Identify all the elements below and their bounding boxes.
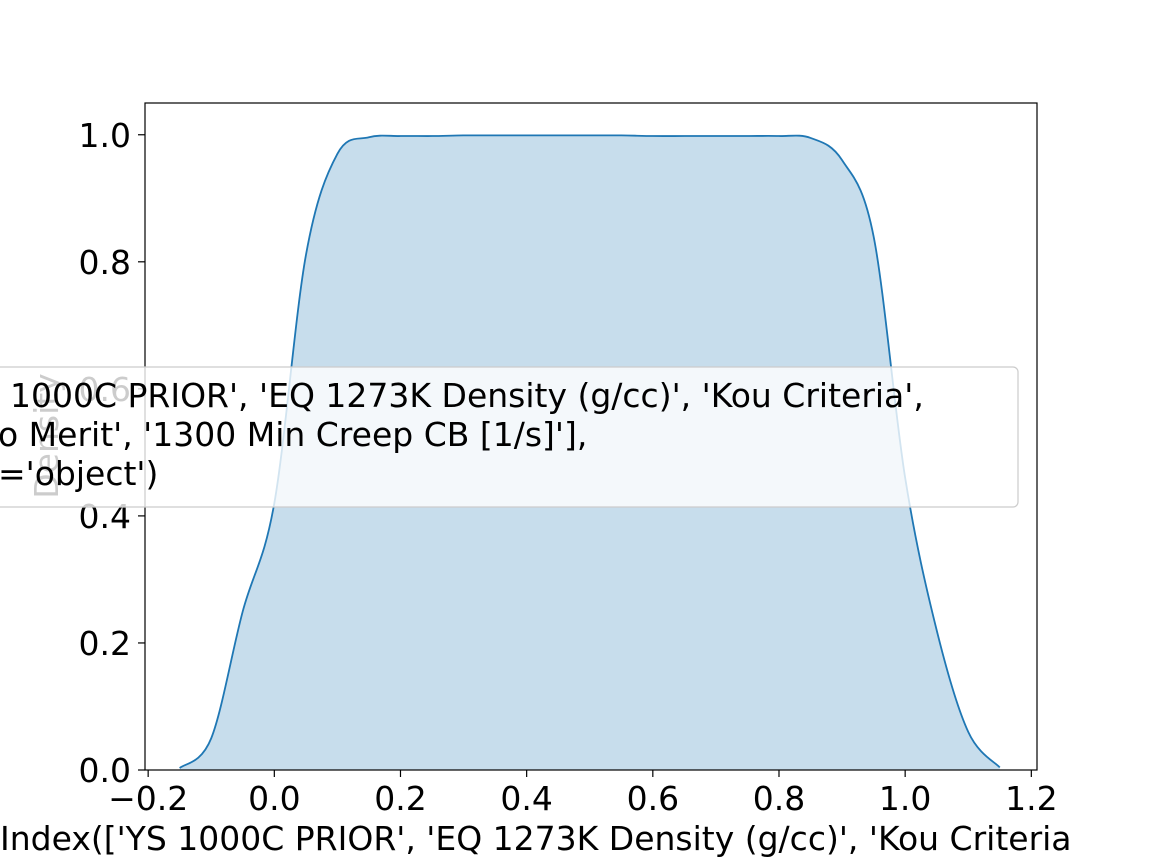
legend-label: ='object') xyxy=(0,454,158,493)
x-tick-label: 0.8 xyxy=(753,779,805,818)
y-tick-label: 0.8 xyxy=(79,243,131,282)
y-tick-label: 0.2 xyxy=(79,624,131,663)
x-tick-label: 0.6 xyxy=(627,779,679,818)
y-tick-label: 0.0 xyxy=(79,751,131,790)
legend-label: 1000C PRIOR', 'EQ 1273K Density (g/cc)',… xyxy=(10,376,924,415)
x-tick-label: 1.0 xyxy=(879,779,931,818)
y-tick-label: 1.0 xyxy=(79,116,131,155)
x-tick-label: 0.2 xyxy=(374,779,426,818)
x-tick-label: 0.4 xyxy=(500,779,552,818)
kde-line xyxy=(179,134,1001,769)
legend: 1000C PRIOR', 'EQ 1273K Density (g/cc)',… xyxy=(0,366,1019,508)
x-tick-label: 1.2 xyxy=(1005,779,1057,818)
legend-label: o Merit', '1300 Min Creep CB [1/s]'], xyxy=(0,415,587,454)
legend-box xyxy=(0,366,1019,508)
x-axis-label: Index(['YS 1000C PRIOR', 'EQ 1273K Densi… xyxy=(0,819,1072,858)
x-tick-label: −0.2 xyxy=(108,779,188,818)
x-tick-label: 0.0 xyxy=(248,779,300,818)
